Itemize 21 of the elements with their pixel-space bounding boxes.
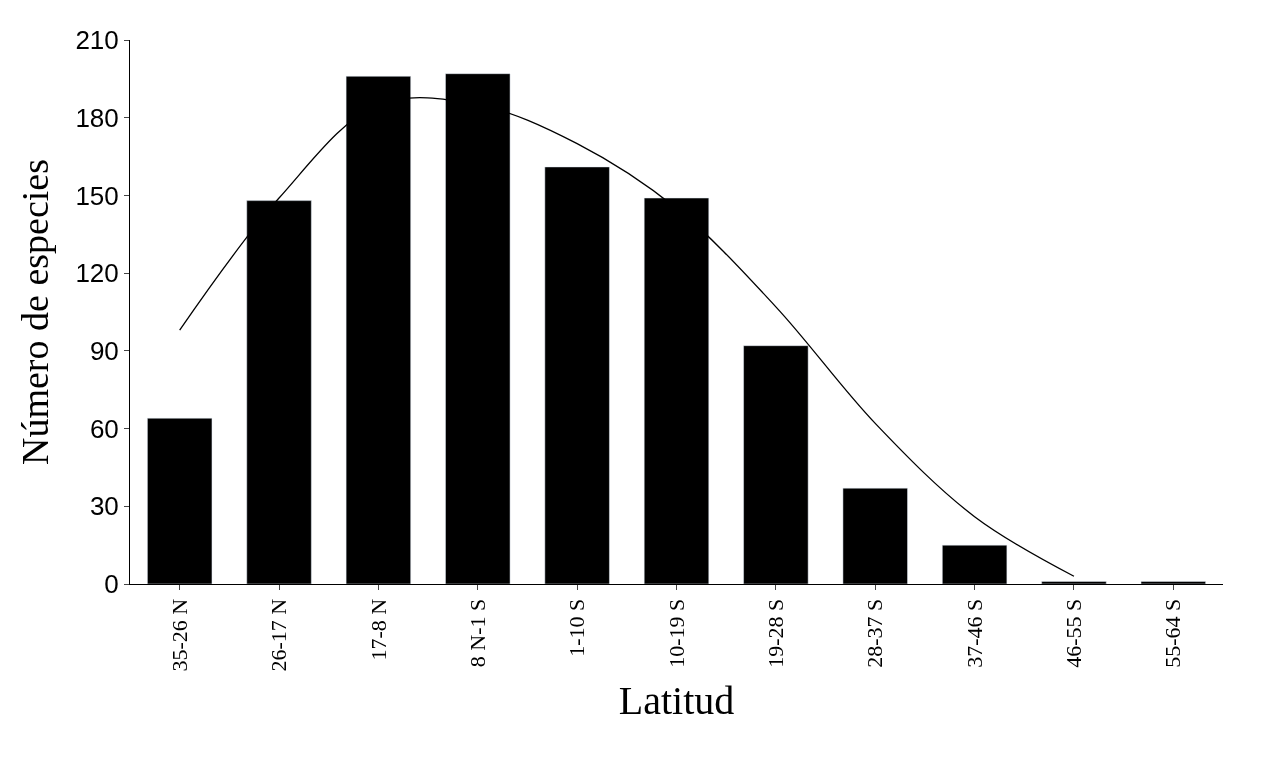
y-tick-label: 150 [75, 180, 119, 211]
x-tick-label: 28-37 S [862, 598, 888, 668]
y-tick-label: 120 [75, 258, 119, 289]
x-tick-label: 8 N-1 S [464, 598, 490, 668]
y-tick-label: 180 [75, 102, 119, 133]
x-tick-label: 35-26 N [166, 598, 192, 672]
x-axis-title: Latitud [618, 678, 735, 724]
x-tick-label: 17-8 N [365, 598, 391, 661]
y-tick-label: 90 [89, 335, 119, 366]
y-tick-label: 210 [75, 25, 119, 56]
x-tick-label: 55-64 S [1160, 598, 1186, 668]
y-tick-label: 0 [104, 569, 119, 600]
x-tick-label: 10-19 S [663, 598, 689, 668]
x-tick-label: 46-55 S [1061, 598, 1087, 668]
y-tick-label: 30 [89, 491, 119, 522]
x-tick-label: 26-17 N [266, 598, 292, 672]
x-tick-label: 19-28 S [763, 598, 789, 668]
y-axis-title: Número de especies [13, 159, 56, 465]
y-tick-label: 60 [89, 413, 119, 444]
x-tick-label: 37-46 S [961, 598, 987, 668]
x-tick-label: 1-10 S [564, 598, 590, 657]
